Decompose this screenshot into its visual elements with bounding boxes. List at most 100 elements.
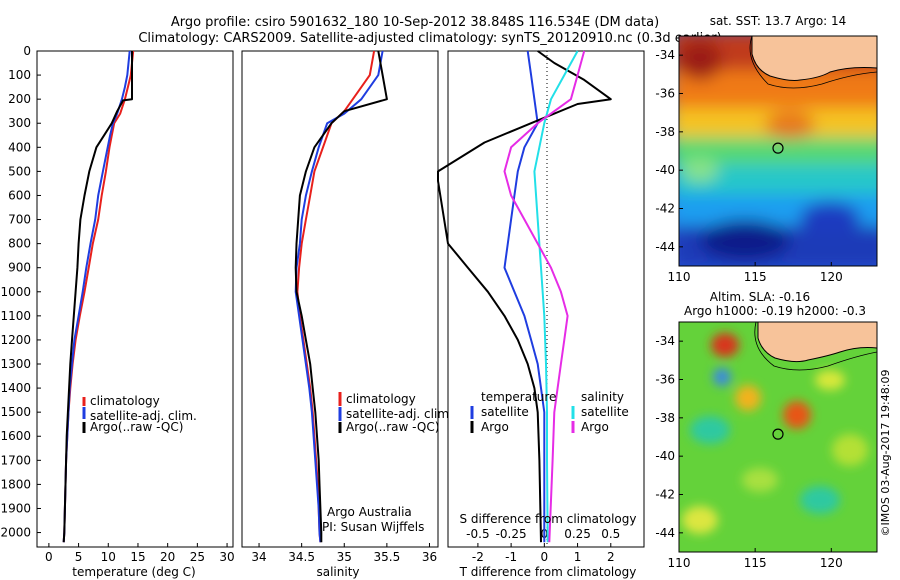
salinity-xlabel: salinity xyxy=(316,565,359,579)
x-tick-label: 0 xyxy=(541,550,549,564)
map-x-tick-label: 110 xyxy=(668,556,691,570)
legend-clim-label: climatology xyxy=(346,392,416,406)
float-marker xyxy=(772,142,784,154)
sst-map-title: sat. SST: 13.7 Argo: 14 xyxy=(710,14,847,28)
map-x-tick-label: 115 xyxy=(744,270,767,284)
depth-tick-label: 900 xyxy=(8,261,31,275)
depth-axis: 0 100 200 300 400 500 600 700 800 900 1000 1100 1200… xyxy=(0,44,452,540)
series-line-argo_s xyxy=(503,50,586,543)
map-y-tick-label: -40 xyxy=(655,449,675,463)
x-tick-label: 25 xyxy=(190,550,205,564)
difference-legend: temperature satellite Argo salinity sate… xyxy=(470,390,629,434)
salinity-series xyxy=(294,50,388,543)
legend-s-sat-label: satellite xyxy=(581,405,629,419)
map-y-tick-label: -40 xyxy=(655,163,675,177)
salinity-legend: climatology satellite-adj. clim. Argo(..… xyxy=(338,392,453,434)
x-tick-label: 30 xyxy=(219,550,234,564)
difference-series xyxy=(437,50,612,543)
temperature-legend: climatology satellite-adj. clim. Argo(..… xyxy=(82,394,197,434)
s-diff-label: S difference from climatology xyxy=(460,512,637,526)
series-line-argo xyxy=(294,50,388,543)
sla-map: Altim. SLA: -0.16 Argo h1000: -0.19 h200… xyxy=(655,290,878,570)
top-tick-label: 0.25 xyxy=(564,527,591,541)
legend-t-argo-label: Argo xyxy=(481,420,509,434)
footer-stamp: ©IMOS 03-Aug-2017 19:48:09 xyxy=(879,370,892,537)
depth-tick-label: 300 xyxy=(8,116,31,130)
x-tick-label: 2 xyxy=(607,550,615,564)
t-diff-label: T difference from climatology xyxy=(459,565,637,579)
map-x-tick-label: 120 xyxy=(820,270,843,284)
sst-land xyxy=(751,36,877,81)
temperature-xlabel: temperature (deg C) xyxy=(72,565,195,579)
map-y-tick-label: -38 xyxy=(655,411,675,425)
legend-sat-label: satellite-adj. clim. xyxy=(90,409,197,423)
sst-axes: 110 115 120 -34 -36 -38 -40 -42 -44 xyxy=(655,48,842,284)
sla-frame xyxy=(678,321,878,553)
x-tick-label: 5 xyxy=(75,550,83,564)
depth-tick-label: 1600 xyxy=(0,429,31,443)
x-tick-label: 36 xyxy=(422,550,437,564)
legend-s-title: salinity xyxy=(581,390,624,404)
legend-argo-label: Argo(..raw -QC) xyxy=(346,420,439,434)
x-tick-label: 34.5 xyxy=(288,550,315,564)
header-line1: Argo profile: csiro 5901632_180 10-Sep-2… xyxy=(171,15,659,30)
salinity-panel: 34 34.5 35 35.5 36 salinity climatology sate… xyxy=(241,50,453,579)
depth-tick-label: 500 xyxy=(8,164,31,178)
depth-tick-label: 1300 xyxy=(0,357,31,371)
sst-blobs xyxy=(679,36,877,266)
depth-tick-label: 400 xyxy=(8,140,31,154)
temperature-frame xyxy=(36,50,234,548)
sla-map-subtitle: Argo h1000: -0.19 h2000: -0.3 xyxy=(684,304,866,318)
depth-tick-label: 1900 xyxy=(0,501,31,515)
x-tick-label: 1 xyxy=(574,550,582,564)
sla-contour xyxy=(754,322,877,371)
map-y-tick-label: -42 xyxy=(655,202,675,216)
top-tick-label: 0.5 xyxy=(601,527,620,541)
depth-tick-label: 1400 xyxy=(0,381,31,395)
top-tick-label: -0.5 xyxy=(466,527,489,541)
depth-tick-label: 1000 xyxy=(0,285,31,299)
x-tick-label: 35 xyxy=(337,550,352,564)
x-tick-label: 15 xyxy=(130,550,145,564)
map-x-tick-label: 115 xyxy=(744,556,767,570)
legend-t-title: temperature xyxy=(481,390,556,404)
x-tick-label: -2 xyxy=(472,550,484,564)
header-line2: Climatology: CARS2009. Satellite-adjuste… xyxy=(138,31,721,46)
depth-tick-label: 700 xyxy=(8,213,31,227)
depth-tick-label: 600 xyxy=(8,188,31,202)
depth-tick-label: 200 xyxy=(8,92,31,106)
map-y-tick-label: -36 xyxy=(655,87,675,101)
map-y-tick-label: -36 xyxy=(655,373,675,387)
map-x-tick-label: 120 xyxy=(820,556,843,570)
legend-sat-label: satellite-adj. clim. xyxy=(346,407,453,421)
x-tick-label: 10 xyxy=(101,550,116,564)
sst-map: sat. SST: 13.7 Argo: 14 110 115 120 xyxy=(655,14,878,284)
temperature-series xyxy=(62,50,135,543)
map-y-tick-label: -34 xyxy=(655,334,675,348)
depth-tick-label: 1500 xyxy=(0,405,31,419)
difference-panel: -2 -1 0 1 2-0.5 -0.25 0 0.25 0.5 S difference fr… xyxy=(437,50,645,579)
sst-frame xyxy=(678,35,878,267)
series-line-sat_s xyxy=(533,50,579,543)
series-line-argo xyxy=(437,50,612,543)
sla-map-title: Altim. SLA: -0.16 xyxy=(710,290,810,304)
series-line-argo xyxy=(62,51,133,543)
map-y-tick-label: -34 xyxy=(655,48,675,62)
x-tick-label: 0 xyxy=(45,550,53,564)
sla-blobs xyxy=(682,333,868,534)
legend-clim-label: climatology xyxy=(90,394,160,408)
x-tick-label: -1 xyxy=(505,550,517,564)
depth-tick-label: 1100 xyxy=(0,309,31,323)
credit-line2: PI: Susan Wijffels xyxy=(322,520,424,534)
sla-field xyxy=(679,322,877,552)
sst-contour xyxy=(749,36,877,89)
depth-tick-label: 1700 xyxy=(0,453,31,467)
depth-tick-label: 100 xyxy=(8,68,31,82)
map-y-tick-label: -44 xyxy=(655,526,675,540)
map-y-tick-label: -38 xyxy=(655,125,675,139)
x-tick-label: 34 xyxy=(251,550,266,564)
x-tick-label: 20 xyxy=(160,550,175,564)
series-line-satellite xyxy=(503,50,546,543)
sst-field xyxy=(679,36,877,266)
float-marker xyxy=(772,428,784,440)
